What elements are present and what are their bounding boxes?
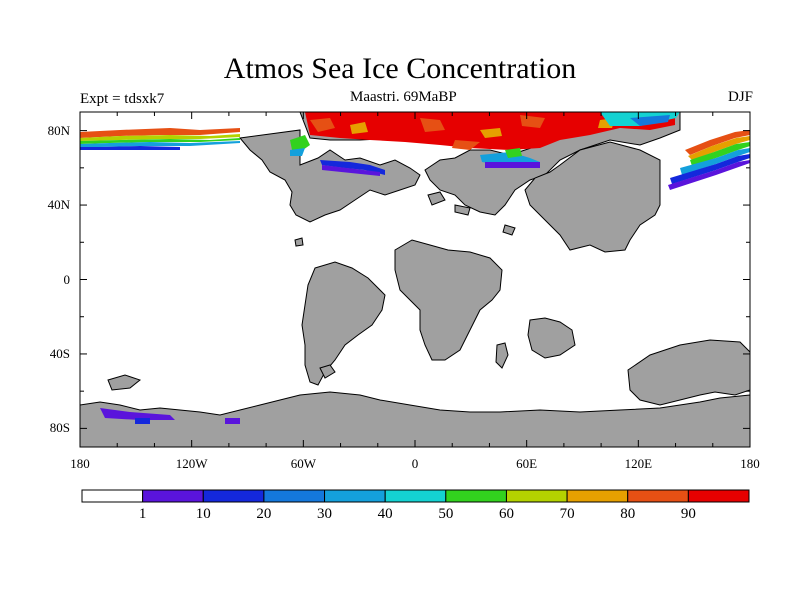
- antarctic-ice-mid: [225, 418, 240, 424]
- legend-swatch: [263, 489, 326, 503]
- west-pacific-ice-blue: [80, 146, 180, 150]
- australia: [627, 339, 750, 406]
- legend-label: 80: [620, 506, 636, 522]
- arctic-ice-yellow-patches: [350, 118, 615, 138]
- legend-swatch: [142, 489, 204, 503]
- latitude-label: 40S: [49, 345, 70, 361]
- madagascar: [495, 342, 509, 369]
- legend-swatch: [384, 489, 447, 503]
- west-pacific-ice-green: [80, 138, 240, 144]
- asia-sea-ice-green: [505, 148, 522, 158]
- latitude-label: 40N: [47, 197, 70, 213]
- legend-label: 1: [138, 506, 147, 522]
- india: [527, 317, 576, 359]
- hudson-ice-band: [290, 135, 310, 152]
- legend-swatch: [81, 489, 144, 503]
- east-asia: [524, 141, 661, 253]
- longitude-label: 60W: [290, 456, 316, 471]
- east-pacific-ice-yellow: [688, 136, 750, 160]
- legend-swatch: [445, 489, 507, 503]
- legend-colorbar: [81, 489, 750, 503]
- asia-sea-ice-band-violet: [485, 162, 540, 168]
- legend-label: 70: [559, 506, 575, 522]
- legend-label: 50: [438, 506, 454, 522]
- legend-swatch: [324, 489, 386, 503]
- legend-swatch: [566, 489, 629, 503]
- south-america: [301, 261, 386, 386]
- north-sea-ice-band: [320, 160, 385, 175]
- island-west: [107, 374, 142, 391]
- longitude-label: 180: [70, 456, 90, 471]
- longitude-label: 120W: [175, 456, 208, 471]
- north-sea-ice-band-violet: [322, 165, 380, 176]
- island-caribbean: [294, 237, 304, 247]
- island-europe: [427, 191, 446, 206]
- longitude-label: 0: [411, 456, 419, 471]
- arctic-ice-margin-blue: [630, 115, 670, 126]
- legend-label: 30: [317, 506, 333, 522]
- hudson-ice-band-blue: [290, 148, 305, 156]
- longitude-label: 180: [740, 456, 760, 471]
- island-sea-a: [454, 204, 471, 216]
- legend-swatch: [627, 489, 689, 503]
- legend-swatch: [687, 489, 750, 503]
- antarctic-ice-west: [100, 408, 175, 420]
- sea-ice: [80, 112, 750, 424]
- legend-swatch: [202, 489, 265, 503]
- asia-sea-ice-band: [480, 152, 540, 165]
- north-america: [239, 129, 421, 223]
- arctic-ice-orange-patches: [310, 115, 545, 150]
- period-label: Maastri. 69MaBP: [350, 89, 457, 105]
- season-label: DJF: [727, 89, 753, 105]
- latitude-label: 80N: [47, 122, 70, 138]
- legend-label: 60: [498, 506, 514, 522]
- latitude-label: 80S: [49, 420, 70, 436]
- map-content: [80, 112, 750, 447]
- island-south-a: [319, 364, 336, 379]
- island-madagascar-n: [502, 224, 516, 236]
- east-pacific-ice-blue: [670, 154, 750, 184]
- map-title: Atmos Sea Ice Concentration: [223, 52, 577, 85]
- longitude-label: 120E: [624, 456, 653, 471]
- west-pacific-ice-red: [80, 128, 240, 138]
- antarctic-ice-west-core: [135, 418, 150, 424]
- east-pacific-ice-green: [690, 142, 750, 166]
- antarctica: [80, 391, 750, 447]
- latitude-label: 0: [63, 271, 71, 287]
- experiment-label: Expt = tdsxk7: [80, 91, 165, 107]
- legend-swatch: [505, 489, 568, 503]
- longitude-label: 60E: [516, 456, 538, 471]
- legend-label: 10: [195, 506, 211, 522]
- east-pacific-ice-red: [685, 130, 750, 155]
- east-pacific-ice-cyan: [680, 148, 750, 175]
- axis-ticks: [79, 112, 751, 447]
- east-pacific-ice-violet: [668, 160, 750, 190]
- africa: [394, 239, 503, 361]
- west-pacific-ice-cyan: [80, 141, 240, 147]
- legend-label: 90: [680, 506, 696, 522]
- legend-label: 40: [377, 506, 393, 522]
- west-pacific-ice-yellow: [80, 134, 240, 141]
- legend-label: 20: [256, 506, 272, 522]
